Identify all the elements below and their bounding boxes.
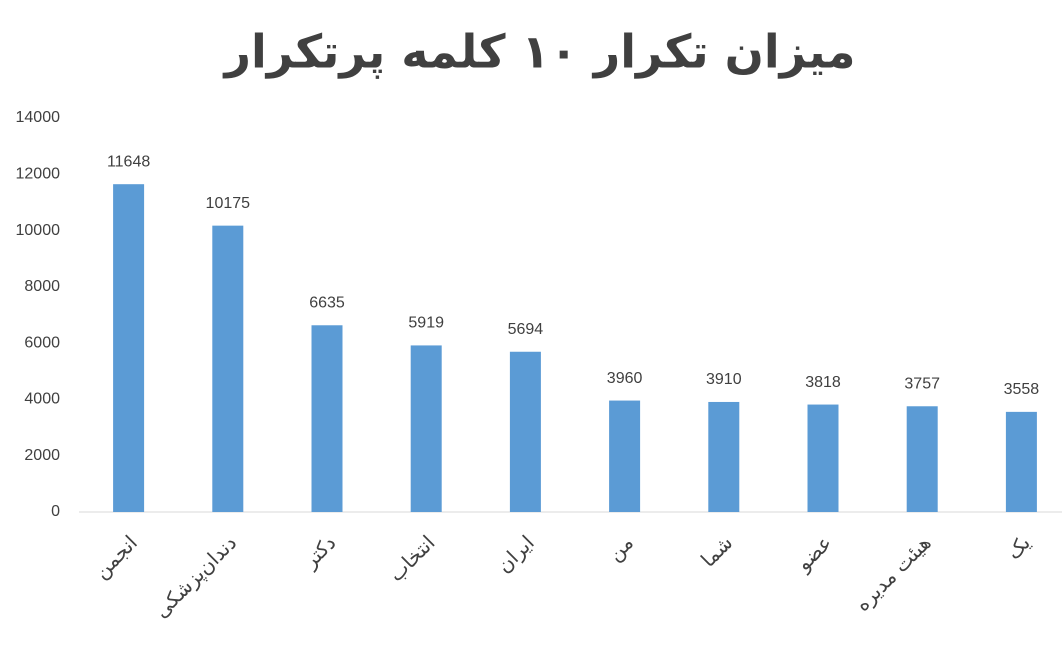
bar xyxy=(906,406,938,512)
bar xyxy=(113,184,145,512)
x-tick-label: عضو xyxy=(791,530,837,576)
x-tick-label: انجمن xyxy=(89,530,142,583)
bar xyxy=(1005,411,1037,512)
bar xyxy=(509,351,541,512)
x-tick-label: دندان‌پزشکی xyxy=(149,530,242,623)
y-tick-label: 2000 xyxy=(24,447,60,464)
x-tick-label: من xyxy=(603,530,638,565)
value-label: 10175 xyxy=(206,195,251,212)
x-tick-label: انتخاب xyxy=(384,530,440,586)
value-label: 3757 xyxy=(904,375,940,392)
y-tick-label: 14000 xyxy=(16,109,61,126)
chart-title: میزان تکرار ۱۰ کلمه پرتکرار xyxy=(222,25,855,80)
y-tick-label: 6000 xyxy=(24,334,60,351)
value-label: 3818 xyxy=(805,374,841,391)
y-tick-label: 4000 xyxy=(24,391,60,408)
bar xyxy=(311,325,343,512)
x-tick-label: دکتر xyxy=(298,530,341,573)
value-label: 11648 xyxy=(107,153,150,170)
bar xyxy=(410,345,442,512)
x-tick-label: شما xyxy=(696,530,737,571)
y-tick-label: 12000 xyxy=(16,166,61,183)
x-tick-label: ایران xyxy=(492,530,539,577)
value-label: 5694 xyxy=(508,321,544,338)
y-tick-label: 8000 xyxy=(24,278,60,295)
bar xyxy=(807,404,839,512)
x-tick-label: یک xyxy=(1001,530,1035,564)
value-label: 6635 xyxy=(309,294,345,311)
bar xyxy=(708,401,740,512)
value-label: 3910 xyxy=(706,371,742,388)
y-tick-label: 0 xyxy=(51,503,60,520)
value-label: 3558 xyxy=(1004,381,1040,398)
y-tick-label: 10000 xyxy=(16,222,61,239)
x-tick-label: هیئت مدیره xyxy=(850,530,935,615)
bar xyxy=(609,400,641,512)
value-label: 3960 xyxy=(607,370,643,387)
bar xyxy=(212,225,244,512)
value-label: 5919 xyxy=(408,315,444,332)
